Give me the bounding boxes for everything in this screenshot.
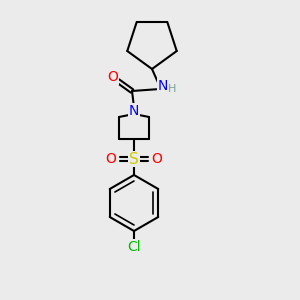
- Text: N: N: [129, 104, 139, 118]
- Text: O: O: [152, 152, 162, 166]
- Text: O: O: [108, 70, 118, 84]
- Text: S: S: [129, 152, 139, 166]
- Text: Cl: Cl: [127, 240, 141, 254]
- Text: H: H: [168, 84, 176, 94]
- Text: N: N: [158, 79, 168, 93]
- Text: O: O: [106, 152, 116, 166]
